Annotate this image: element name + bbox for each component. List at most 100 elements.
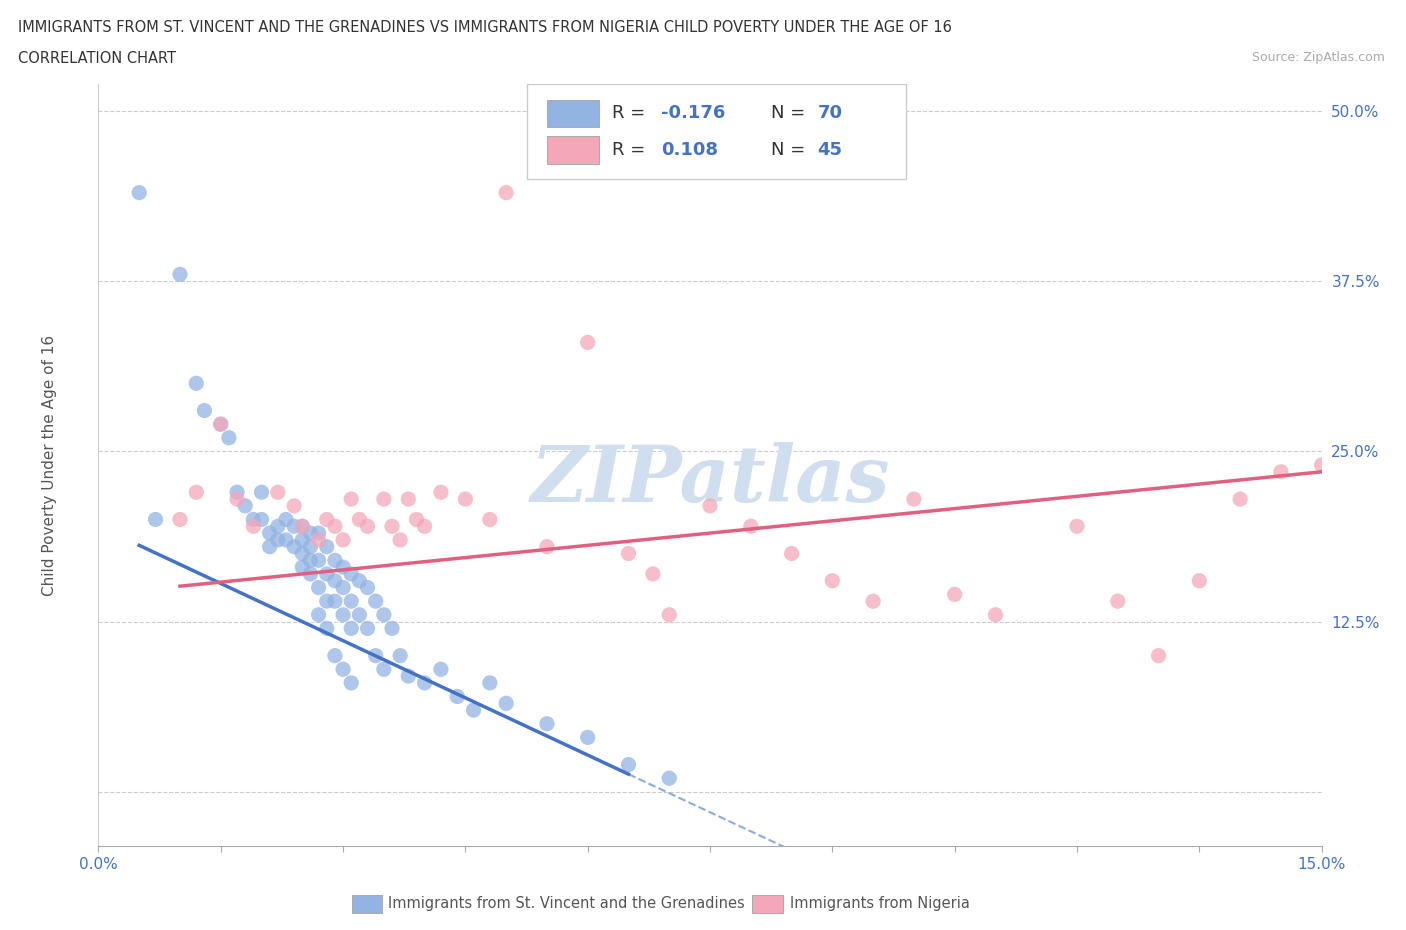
Point bbox=[226, 492, 249, 507]
Point bbox=[1270, 464, 1292, 479]
Point bbox=[641, 566, 664, 581]
Point bbox=[291, 519, 314, 534]
Point bbox=[349, 573, 371, 588]
Point bbox=[536, 716, 558, 731]
Point bbox=[373, 607, 395, 622]
Point bbox=[373, 662, 395, 677]
Point bbox=[267, 519, 290, 534]
Point bbox=[463, 703, 485, 718]
Point bbox=[250, 485, 273, 499]
Point bbox=[242, 512, 264, 527]
Point bbox=[283, 539, 305, 554]
Text: 0.108: 0.108 bbox=[661, 141, 718, 159]
Point bbox=[1107, 593, 1129, 608]
Point bbox=[1188, 573, 1211, 588]
Point bbox=[943, 587, 966, 602]
Point bbox=[340, 566, 363, 581]
Point bbox=[233, 498, 256, 513]
Point bbox=[128, 185, 150, 200]
Point bbox=[340, 621, 363, 636]
Point bbox=[323, 573, 346, 588]
Point bbox=[259, 539, 281, 554]
Point bbox=[495, 185, 517, 200]
Point bbox=[323, 593, 346, 608]
Point bbox=[396, 492, 419, 507]
Point bbox=[283, 519, 305, 534]
Point bbox=[332, 662, 354, 677]
Point bbox=[193, 403, 215, 418]
Point bbox=[209, 417, 232, 432]
Point bbox=[323, 519, 346, 534]
Point bbox=[1066, 519, 1088, 534]
Text: CORRELATION CHART: CORRELATION CHART bbox=[18, 51, 176, 66]
Point bbox=[291, 533, 314, 548]
Point bbox=[373, 492, 395, 507]
Point bbox=[226, 485, 249, 499]
Point bbox=[478, 512, 501, 527]
Point bbox=[658, 771, 681, 786]
Point bbox=[186, 376, 208, 391]
Text: 45: 45 bbox=[818, 141, 842, 159]
Point bbox=[454, 492, 477, 507]
Point bbox=[259, 525, 281, 540]
Point bbox=[145, 512, 167, 527]
Point bbox=[186, 485, 208, 499]
Point bbox=[356, 519, 378, 534]
Point bbox=[364, 648, 387, 663]
Point bbox=[274, 533, 297, 548]
Point bbox=[364, 593, 387, 608]
Point bbox=[862, 593, 884, 608]
Text: N =: N = bbox=[772, 103, 811, 122]
Point bbox=[332, 607, 354, 622]
Point bbox=[274, 512, 297, 527]
Point bbox=[291, 560, 314, 575]
Point bbox=[340, 492, 363, 507]
Point bbox=[308, 580, 330, 595]
Point bbox=[340, 593, 363, 608]
Point bbox=[617, 546, 640, 561]
Point bbox=[495, 696, 517, 711]
Point bbox=[356, 580, 378, 595]
Point bbox=[308, 607, 330, 622]
Point bbox=[430, 662, 453, 677]
Point bbox=[658, 607, 681, 622]
Point bbox=[267, 485, 290, 499]
Point bbox=[413, 675, 436, 690]
Point bbox=[250, 512, 273, 527]
Point bbox=[315, 512, 337, 527]
Point bbox=[299, 552, 322, 567]
Point bbox=[169, 267, 191, 282]
Point bbox=[315, 593, 337, 608]
Text: R =: R = bbox=[612, 103, 651, 122]
Point bbox=[349, 607, 371, 622]
Point bbox=[283, 498, 305, 513]
Point bbox=[984, 607, 1007, 622]
Point bbox=[1147, 648, 1170, 663]
Point bbox=[299, 539, 322, 554]
Point bbox=[396, 669, 419, 684]
Point bbox=[242, 519, 264, 534]
Point bbox=[903, 492, 925, 507]
Point bbox=[430, 485, 453, 499]
Point bbox=[267, 533, 290, 548]
Point bbox=[323, 552, 346, 567]
Point bbox=[576, 335, 599, 350]
Point bbox=[478, 675, 501, 690]
Point bbox=[218, 431, 240, 445]
Point bbox=[308, 533, 330, 548]
Point bbox=[1229, 492, 1251, 507]
Point bbox=[291, 546, 314, 561]
Point bbox=[699, 498, 721, 513]
Point bbox=[169, 512, 191, 527]
Text: N =: N = bbox=[772, 141, 811, 159]
Point bbox=[332, 580, 354, 595]
FancyBboxPatch shape bbox=[526, 84, 905, 179]
Point bbox=[446, 689, 468, 704]
FancyBboxPatch shape bbox=[547, 100, 599, 127]
Point bbox=[381, 519, 404, 534]
Point bbox=[291, 519, 314, 534]
Point bbox=[209, 417, 232, 432]
Text: Source: ZipAtlas.com: Source: ZipAtlas.com bbox=[1251, 51, 1385, 64]
Point bbox=[821, 573, 844, 588]
Point bbox=[576, 730, 599, 745]
